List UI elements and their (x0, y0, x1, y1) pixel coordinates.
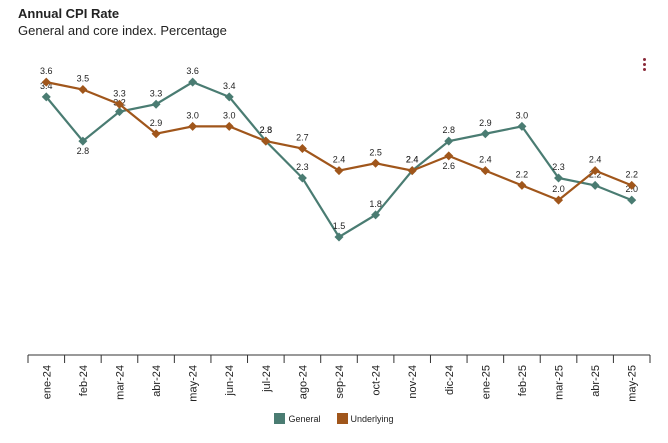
data-point-general (224, 92, 234, 102)
data-label-underlying: 2.4 (333, 155, 346, 165)
x-tick-label: mar-25 (554, 365, 566, 400)
data-point-general (151, 99, 161, 109)
data-point-general (444, 136, 454, 146)
chart-title: Annual CPI Rate (18, 6, 120, 21)
x-tick-label: abr-25 (590, 365, 602, 397)
x-tick-label: abr-24 (151, 365, 163, 397)
data-point-general (334, 232, 344, 242)
legend-swatch (336, 413, 348, 424)
data-point-underlying (517, 180, 527, 190)
data-label-underlying: 2.0 (552, 184, 565, 194)
data-label-underlying: 3.5 (77, 74, 90, 84)
data-label-underlying: 3.0 (186, 110, 199, 120)
data-label-general: 2.9 (479, 118, 492, 128)
data-point-underlying (188, 121, 198, 131)
legend-label: Underlying (350, 413, 394, 424)
data-label-underlying: 2.4 (479, 155, 492, 165)
data-label-underlying: 2.4 (406, 155, 419, 165)
data-point-underlying (627, 180, 637, 190)
data-label-underlying: 3.3 (113, 88, 126, 98)
data-label-general: 1.8 (369, 199, 382, 209)
data-point-underlying (554, 195, 564, 205)
data-point-general (590, 180, 600, 190)
x-tick-label: feb-24 (78, 365, 90, 396)
legend-item-general[interactable]: General (274, 413, 321, 424)
data-label-underlying: 2.8 (260, 125, 273, 135)
data-point-underlying (480, 166, 490, 176)
data-label-underlying: 3.6 (40, 66, 53, 76)
data-point-general (554, 173, 564, 183)
data-point-general (627, 195, 637, 205)
data-label-general: 3.6 (186, 66, 199, 76)
data-point-general (41, 92, 51, 102)
x-tick-label: dic-24 (444, 365, 456, 395)
series-line-underlying (46, 81, 633, 202)
x-tick-label: feb-25 (517, 365, 529, 396)
data-label-general: 2.8 (443, 125, 456, 135)
data-point-underlying (407, 166, 417, 176)
data-point-underlying (590, 166, 600, 176)
x-tick-label: may-25 (627, 365, 639, 402)
data-point-underlying (444, 151, 454, 161)
chart-subtitle: General and core index. Percentage (18, 23, 227, 38)
data-point-underlying (151, 129, 161, 139)
data-point-general (188, 77, 198, 87)
x-tick-label: oct-24 (371, 365, 383, 396)
data-label-underlying: 2.7 (296, 133, 309, 143)
data-point-general (517, 121, 527, 131)
data-label-general: 3.3 (150, 88, 163, 98)
data-label-general: 2.3 (296, 162, 309, 172)
data-label-general: 2.4 (406, 155, 419, 165)
data-label-underlying: 2.2 (625, 169, 638, 179)
x-tick-label: ago-24 (297, 365, 309, 399)
data-point-underlying (78, 85, 88, 94)
data-point-underlying (41, 77, 51, 87)
data-label-underlying: 2.9 (150, 118, 163, 128)
data-label-underlying: 2.4 (589, 155, 602, 165)
data-label-general: 1.5 (333, 221, 346, 231)
legend-label: General (288, 413, 321, 424)
x-tick-label: nov-24 (407, 365, 419, 399)
data-point-underlying (297, 144, 307, 153)
data-point-underlying (334, 166, 344, 176)
data-label-general: 2.8 (77, 146, 90, 156)
x-tick-label: sep-24 (334, 365, 346, 399)
data-label-underlying: 2.2 (516, 169, 529, 179)
data-point-general (480, 129, 490, 139)
data-point-general (114, 107, 124, 117)
data-point-general (78, 136, 88, 146)
data-label-general: 3.0 (516, 110, 529, 120)
data-point-underlying (114, 99, 124, 109)
line-chart: ene-24 feb-24 mar-24 abr-24 may-24 jun-24 jul-… (27, 66, 651, 402)
data-point-general (371, 210, 381, 220)
data-point-underlying (224, 121, 234, 131)
data-label-general: 2.3 (552, 162, 565, 172)
data-label-underlying: 3.0 (223, 110, 236, 120)
data-point-general (297, 173, 307, 183)
data-label-underlying: 2.6 (443, 161, 456, 171)
legend-item-underlying[interactable]: Underlying (336, 413, 394, 424)
data-label-general: 3.4 (223, 81, 236, 91)
x-tick-label: may-24 (188, 365, 200, 402)
data-label-underlying: 2.5 (369, 147, 382, 157)
x-tick-label: jun-24 (224, 365, 236, 397)
data-point-underlying (371, 158, 381, 168)
chart-legend: General Underlying (0, 413, 668, 426)
vertical-dots-menu-icon[interactable] (641, 58, 647, 74)
x-tick-label: jul-24 (261, 365, 273, 393)
x-tick-label: ene-24 (41, 365, 53, 399)
x-tick-label: ene-25 (480, 365, 492, 399)
x-tick-label: mar-24 (114, 365, 126, 400)
data-point-underlying (261, 136, 271, 146)
data-label-general: 2.8 (260, 125, 273, 135)
legend-swatch (274, 413, 286, 424)
